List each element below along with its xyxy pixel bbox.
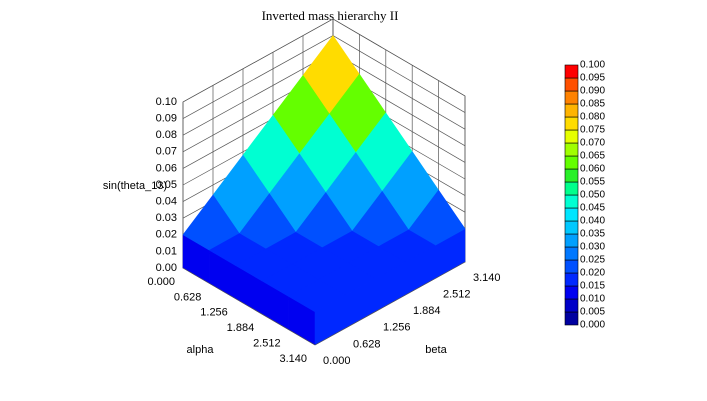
colorbar-band [564,246,579,261]
colorbar-tick-label: 0.095 [580,73,605,84]
colorbar-band [564,116,579,131]
x-tick-label: 1.256 [200,307,228,319]
y-axis-label: beta [425,344,447,356]
z-axis-label: sin(theta_13) [103,180,167,192]
colorbar-band [564,77,579,92]
x-tick-label: 2.512 [253,338,281,350]
colorbar-tick-label: 0.055 [580,177,605,188]
colorbar-tick-label: 0.075 [580,125,605,136]
y-tick-label: 2.512 [443,289,471,301]
colorbar-band [564,181,579,196]
colorbar-tick-label: 0.085 [580,99,605,110]
z-tick-label: 0.10 [156,96,177,108]
colorbar-tick-label: 0.050 [580,190,605,201]
colorbar-tick-label: 0.080 [580,112,605,123]
colorbar-band [564,168,579,183]
grid-line [332,18,466,97]
colorbar-tick-label: 0.090 [580,86,605,97]
colorbar-tick-label: 0.000 [580,320,605,331]
y-tick-label: 0.628 [353,338,381,350]
colorbar-band [564,64,579,79]
chart-title: Inverted mass hierarchy II [262,8,399,23]
colorbar-band [564,194,579,209]
colorbar-band [564,298,579,313]
colorbar-tick-label: 0.100 [580,60,605,71]
x-tick-label: 1.884 [227,322,255,334]
grid-line [182,51,334,136]
z-tick-label: 0.02 [156,229,177,241]
y-tick-label: 3.140 [473,272,501,284]
colorbar-band [564,155,579,170]
colorbar-tick-label: 0.030 [580,242,605,253]
x-tick-label: 3.140 [279,353,307,365]
z-tick-label: 0.06 [156,162,177,174]
colorbar-tick-label: 0.065 [580,151,605,162]
z-tick-label: 0.07 [156,146,177,158]
colorbar-band [564,103,579,118]
z-tick-label: 0.00 [156,262,177,274]
colorbar-tick-label: 0.010 [580,294,605,305]
axis-line [182,267,316,346]
x-axis-label: alpha [187,344,215,356]
colorbar-tick-label: 0.025 [580,255,605,266]
colorbar-tick-label: 0.035 [580,229,605,240]
colorbar-band [564,233,579,248]
colorbar-band [564,311,579,326]
grid-line [332,51,466,130]
z-tick-label: 0.01 [156,245,177,257]
z-tick-label: 0.04 [156,196,177,208]
colorbar-band [564,129,579,144]
colorbar-band [564,272,579,287]
colorbar-band [564,207,579,222]
z-tick-label: 0.03 [156,212,177,224]
z-tick-label: 0.05 [156,179,177,191]
x-tick-label: 0.628 [174,291,202,303]
grid-line [182,18,334,103]
colorbar-tick-label: 0.020 [580,268,605,279]
y-tick-label: 0.000 [323,355,351,367]
colorbar-band [564,259,579,274]
x-tick-label: 0.000 [147,276,175,288]
axis-line [314,261,466,346]
colorbar-tick-label: 0.040 [580,216,605,227]
colorbar-tick-label: 0.005 [580,307,605,318]
grid-line [182,35,334,119]
colorbar-tick-label: 0.070 [580,138,605,149]
grid-line [332,35,466,113]
z-tick-label: 0.09 [156,113,177,125]
surface-cell [287,279,346,313]
colorbar-band [564,90,579,105]
y-tick-label: 1.884 [413,305,441,317]
colorbar-band [564,142,579,157]
colorbar-tick-label: 0.060 [580,164,605,175]
colorbar-tick-label: 0.045 [580,203,605,214]
colorbar-band [564,220,579,235]
z-tick-label: 0.08 [156,129,177,141]
colorbar-band [564,285,579,300]
y-tick-label: 1.256 [383,322,411,334]
colorbar-tick-label: 0.015 [580,281,605,292]
